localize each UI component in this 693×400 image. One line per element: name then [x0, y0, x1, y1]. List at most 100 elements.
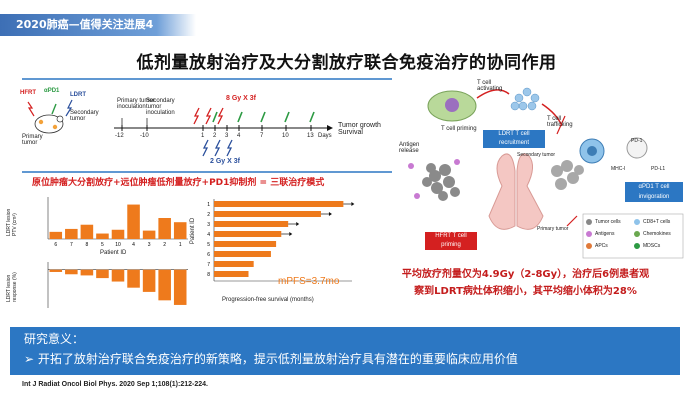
pfs-bar: [214, 271, 249, 277]
response-bar: [158, 269, 171, 301]
ptv-tick-label: 10: [115, 242, 121, 248]
ptv-tick-label: 3: [148, 242, 151, 248]
tick-minus10: -10: [140, 133, 149, 139]
legend-mdscs: MDSCs: [643, 243, 661, 249]
tick-3: 3: [225, 133, 229, 139]
section-tag: 2020肺癌—值得关注进展4: [0, 14, 196, 36]
pfs-tick-label: 3: [207, 222, 210, 228]
ldrt-lightning-icon: [65, 99, 73, 117]
legend-chemokines: Chemokines: [643, 231, 671, 237]
response-ylabel: LDRT lesion response (%): [6, 272, 18, 302]
pfs-bar: [214, 221, 289, 227]
label-primary-tumor: Primary tumor: [22, 134, 43, 146]
response-bar-chart: [47, 262, 188, 308]
tick-days: Days: [318, 133, 332, 139]
label-secondary-tumor-diagram: Secondary tumor: [517, 152, 556, 158]
ptv-bar: [173, 222, 187, 239]
hfrt-priming-box: HFRT T cell priming: [425, 232, 477, 250]
mpfs-annotation: mPFS=3.7mo: [278, 276, 340, 287]
label-t-cell-trafficking: T cell trafficking: [547, 116, 573, 128]
pfs-tick-label: 7: [207, 262, 210, 268]
tumor-cell-icon: [626, 137, 648, 159]
label-antigen-release: Antigen release: [399, 142, 420, 154]
tick-minus12: -12: [115, 133, 124, 139]
response-bar: [111, 269, 125, 282]
pfs-tick-label: 4: [207, 232, 210, 238]
ptv-bar: [65, 228, 78, 239]
treatment-schema: HFRT αPD1 LDRT Primary tumor Secondary t…: [20, 78, 392, 173]
response-bar: [80, 269, 94, 276]
pfs-bar: [214, 211, 321, 217]
ptv-tick-label: 1: [179, 242, 182, 248]
legend-antigens: Antigens: [595, 231, 615, 237]
secondary-tumor-icon: [52, 124, 58, 130]
response-bar: [127, 269, 140, 288]
pfs-tick-label: 2: [207, 212, 210, 218]
schema-svg: [22, 78, 392, 173]
apd1-invigoration-box: αPD1 T cell invigoration: [625, 182, 683, 202]
significance-text: ➢ 开拓了放射治疗联合免疫治疗的新策略，提示低剂量放射治疗具有潜在的重要临床应用…: [24, 352, 518, 366]
syringe-icon: [51, 103, 57, 115]
ptv-ylabel: LDRT lesion PTV (cm³): [6, 208, 18, 236]
pfs-ylabel: Patient ID: [190, 217, 197, 245]
tick-13: 13: [307, 133, 314, 139]
event-8gy: 8 Gy X 3f: [226, 95, 256, 102]
ptv-bar: [127, 204, 140, 239]
ptv-tick-label: 7: [70, 242, 73, 248]
significance-box: 研究意义： ➢ 开拓了放射治疗联合免疫治疗的新策略，提示低剂量放射治疗具有潜在的…: [10, 327, 680, 375]
ptv-bar: [49, 231, 63, 239]
legend-cd8-t-cells: CD8+T cells: [643, 219, 671, 225]
label-pd1: PD-1: [631, 138, 643, 144]
ptv-tick-label: 5: [101, 242, 104, 248]
pfs-tick-label: 6: [207, 252, 210, 258]
response-bar: [173, 269, 187, 305]
ptv-tick-label: 2: [163, 242, 166, 248]
pfs-bar: [214, 201, 344, 207]
ptv-tick-label: 4: [132, 242, 135, 248]
ptv-tick-label: 6: [54, 242, 57, 248]
ldrt-dose-icon: [202, 139, 209, 157]
label-pdl1: PD-L1: [651, 166, 666, 172]
ptv-bar: [111, 229, 125, 239]
event-primary-inoculation: Primary tumor inoculation: [117, 98, 155, 110]
response-bar: [49, 269, 63, 272]
pfs-bar: [214, 231, 282, 237]
label-apd1: αPD1: [44, 88, 60, 94]
t-cell-cluster-icon: [510, 87, 540, 111]
response-bar: [65, 269, 78, 275]
lung-left-icon: [488, 153, 516, 230]
tick-2: 2: [213, 133, 217, 139]
lung-right-icon: [516, 153, 544, 230]
hfrt-dose-icon: [193, 107, 200, 125]
pfs-bar: [214, 261, 254, 267]
label-hfrt: HFRT: [20, 90, 36, 96]
label-t-cell-priming: T cell priming: [441, 126, 477, 132]
page-title: 低剂量放射治疗及大分割放疗联合免疫治疗的协同作用: [136, 53, 557, 73]
ldrt-recruitment-box: LDRT T cell recruitment: [483, 130, 545, 148]
response-bar: [142, 269, 156, 292]
ptv-bar: [158, 218, 171, 239]
ptv-xlabel: Patient ID: [100, 250, 127, 256]
label-mhc-i: MHC-I: [611, 166, 626, 172]
ptv-bar: [96, 233, 109, 239]
ptv-bar: [80, 224, 94, 239]
response-bar: [96, 269, 109, 279]
schema-outcome: Tumor growth Survival: [338, 122, 381, 136]
mechanism-diagram: T cell activating T cell trafficking T c…: [397, 76, 687, 261]
pfs-tick-label: 5: [207, 242, 210, 248]
legend-tumor-cells: Tumor cells: [595, 219, 621, 225]
reference: Int J Radiat Oncol Biol Phys. 2020 Sep 1…: [22, 381, 208, 388]
secondary-tumor-cluster-icon: [551, 160, 584, 190]
pfs-bar: [214, 241, 277, 247]
summary-line-2: 察到LDRT病灶体积缩小，其平均缩小体积为28%: [414, 286, 637, 297]
label-ldrt: LDRT: [70, 92, 86, 98]
pfs-tick-label: 8: [207, 272, 210, 278]
ptv-bar-chart: 6 7 8 5 10 4 3 2 1: [47, 197, 188, 248]
pfs-bar: [214, 251, 271, 257]
legend-apcs: APCs: [595, 243, 608, 249]
diagram-legend-box: [582, 213, 684, 259]
significance-heading: 研究意义：: [24, 332, 85, 346]
tick-7: 7: [260, 133, 264, 139]
primary-tumor-icon: [38, 119, 44, 125]
summary-line-1: 平均放疗剂量仅为4.9Gy（2-8Gy），治疗后6例患者观: [401, 269, 650, 280]
